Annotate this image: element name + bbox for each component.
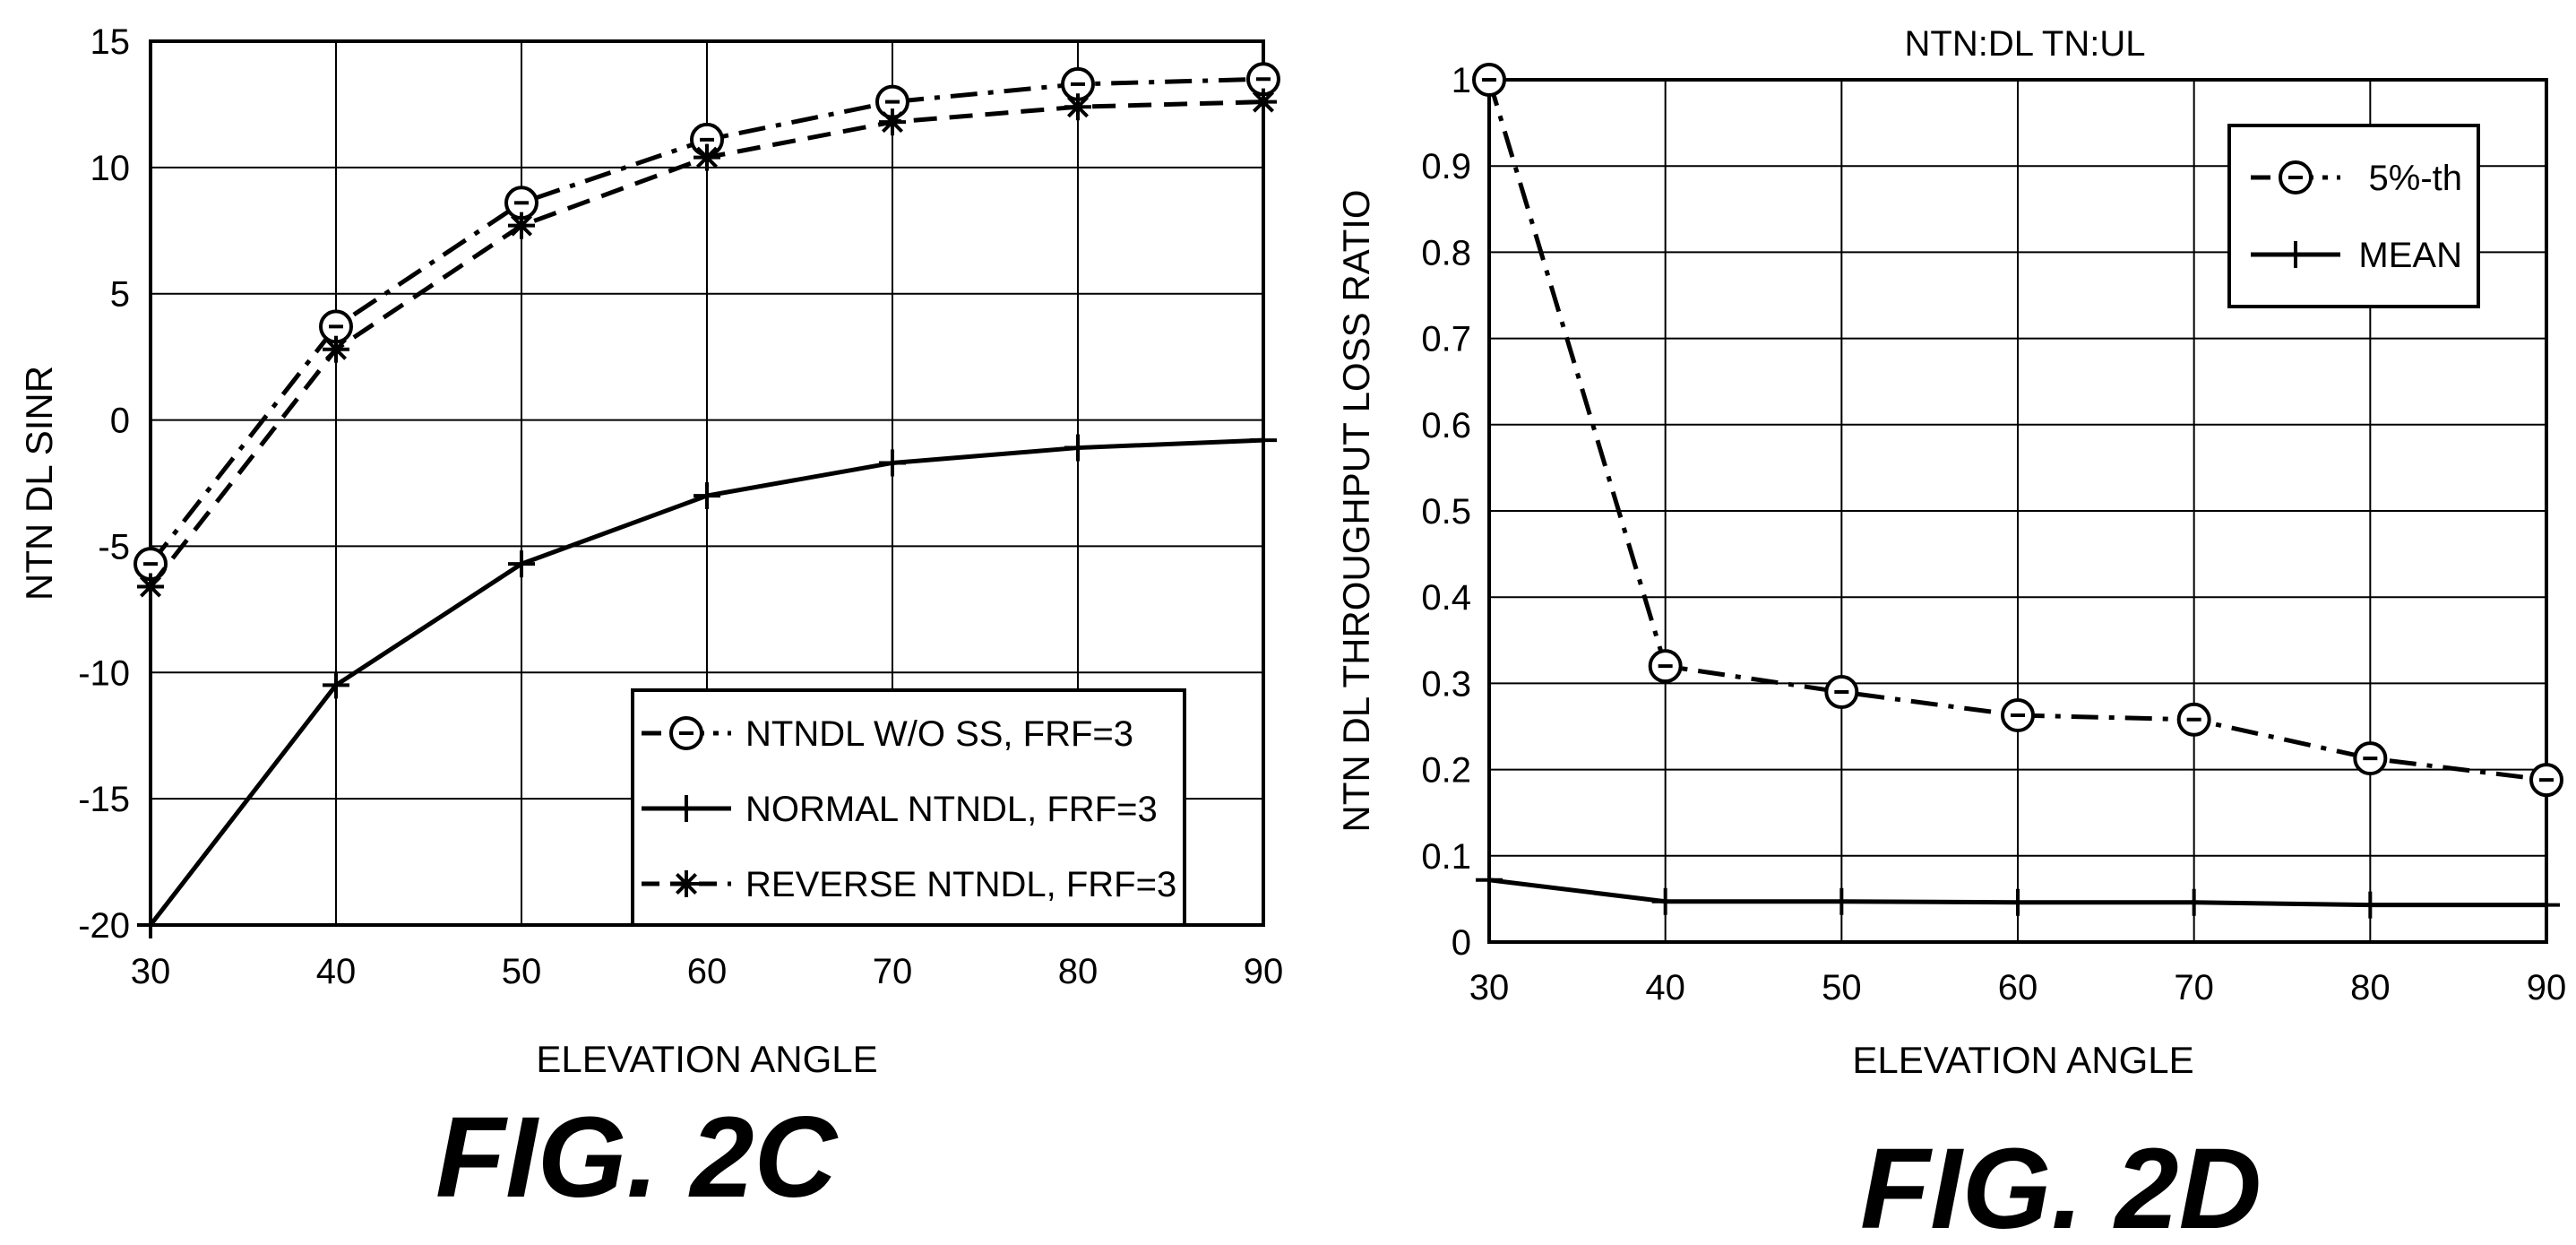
data-point [2004, 888, 2031, 916]
data-point [1476, 866, 1503, 894]
y-tick-label: 0.3 [1421, 664, 1471, 704]
x-tick-label: 90 [1244, 952, 1284, 991]
y-axis-label: NTN DL SINR [18, 366, 60, 601]
x-tick-label: 70 [2174, 968, 2214, 1007]
data-point [1828, 887, 1856, 915]
y-tick-label: 0.4 [1421, 578, 1471, 618]
x-tick-label: 80 [2350, 968, 2391, 1007]
legend-marker [2279, 160, 2313, 195]
data-point [2176, 702, 2211, 737]
y-tick-label: 0.6 [1421, 406, 1471, 445]
y-tick-label: 0.7 [1421, 320, 1471, 359]
x-axis-label: ELEVATION ANGLE [1852, 1039, 2193, 1081]
y-tick-label: 10 [90, 149, 131, 188]
x-tick-label: 60 [687, 952, 728, 991]
data-point [508, 550, 535, 578]
data-point [1648, 649, 1683, 684]
data-point [1250, 427, 1277, 454]
tick-labels: 30 40 50 60 70 80 90 -20 -15 -10 -5 0 5 10 15 [78, 22, 1283, 991]
y-tick-label: 0.9 [1421, 147, 1471, 186]
legend-label: 5%-th [2369, 159, 2463, 198]
series-group [1472, 63, 2563, 919]
tick-labels: 30 40 50 60 70 80 90 0 0.1 0.2 0.3 0.4 0.5 0.6 0.7 0.8 0… [1421, 61, 2566, 1007]
data-point [2356, 891, 2384, 919]
legend-marker [2282, 241, 2309, 268]
data-point [1824, 675, 1859, 710]
x-tick-label: 40 [316, 952, 357, 991]
data-point [1064, 93, 1091, 121]
data-point [879, 108, 906, 136]
y-tick-label: 1 [1452, 61, 1471, 100]
x-tick-label: 50 [502, 952, 542, 991]
data-point [1651, 887, 1679, 915]
data-point [508, 212, 535, 239]
legend-label: NTNDL W/O SS, FRF=3 [745, 714, 1133, 754]
y-axis-label: NTN DL THROUGHPUT LOSS RATIO [1335, 189, 1377, 832]
data-point [2529, 763, 2563, 798]
y-tick-label: 0 [110, 402, 130, 441]
legend-label: REVERSE NTNDL, FRF=3 [745, 865, 1176, 904]
data-point [2533, 891, 2560, 919]
figure-caption: FIG. 2C [435, 1094, 839, 1222]
figure-caption: FIG. 2D [1860, 1125, 2262, 1245]
x-tick-label: 40 [1645, 968, 1685, 1007]
y-tick-label: 0.5 [1421, 492, 1471, 532]
data-point [694, 143, 720, 171]
throughput-loss-chart: NTN:DL TN:UL 30 40 50 60 70 80 90 0 0.1 0.2 0.3 0.4… [1335, 24, 2566, 1245]
data-point [1250, 88, 1277, 116]
y-tick-label: -20 [78, 906, 130, 946]
y-tick-label: 0.2 [1421, 751, 1471, 791]
legend-label: MEAN [2358, 236, 2462, 275]
data-point [2180, 888, 2208, 916]
legend-marker [673, 870, 700, 897]
data-point [1472, 63, 1506, 97]
data-point [694, 482, 720, 510]
legend-marker [669, 716, 703, 750]
x-axis-label: ELEVATION ANGLE [536, 1038, 877, 1080]
legend-box [2227, 124, 2480, 308]
x-tick-label: 30 [131, 952, 171, 991]
x-tick-label: 90 [2527, 968, 2567, 1007]
data-point [1064, 434, 1091, 462]
legend-label: NORMAL NTNDL, FRF=3 [745, 790, 1158, 829]
y-tick-label: -10 [78, 653, 130, 693]
y-tick-label: -15 [78, 780, 130, 819]
data-point [323, 671, 349, 699]
legend-marker [673, 795, 700, 822]
x-tick-label: 50 [1822, 968, 1862, 1007]
chart-title: NTN:DL TN:UL [1905, 24, 2146, 64]
y-tick-label: 0.8 [1421, 233, 1471, 272]
x-tick-label: 80 [1058, 952, 1098, 991]
x-tick-label: 60 [1998, 968, 2038, 1007]
y-tick-label: 5 [110, 275, 130, 315]
legend: NTNDL W/O SS, FRF=3 NORMAL NTNDL, FRF=3 RE… [631, 688, 1186, 927]
x-tick-label: 70 [873, 952, 913, 991]
y-tick-label: 15 [90, 22, 131, 62]
data-point [2001, 697, 2035, 732]
data-point [879, 449, 906, 477]
legend: 5%-th MEAN [2227, 124, 2480, 308]
data-point [323, 335, 349, 363]
x-tick-label: 30 [1469, 968, 1510, 1007]
data-point [137, 912, 164, 938]
data-point [137, 573, 164, 601]
y-tick-label: 0 [1452, 923, 1471, 963]
y-tick-label: -5 [98, 527, 130, 566]
data-point [2353, 741, 2388, 776]
series-group [134, 62, 1280, 938]
y-tick-label: 0.1 [1421, 837, 1471, 877]
plot-frame [1487, 78, 2548, 944]
